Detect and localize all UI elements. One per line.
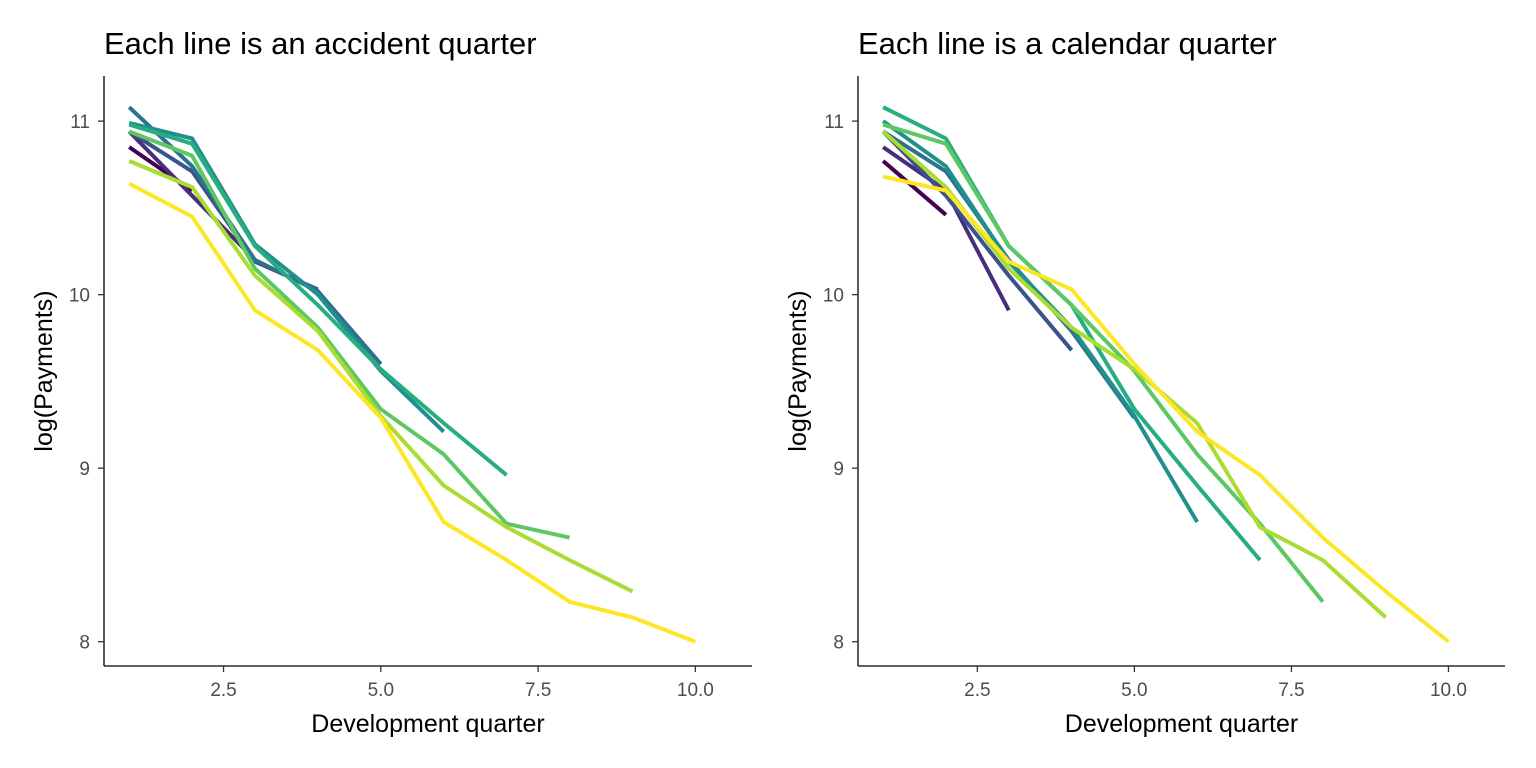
y-axis-title: log(Payments) xyxy=(784,290,812,451)
x-axis-title: Development quarter xyxy=(1065,710,1298,738)
series-line xyxy=(882,174,1450,644)
series-line xyxy=(128,181,697,644)
y-tick-label: 10 xyxy=(69,286,90,307)
series-line xyxy=(128,122,508,477)
x-tick-label: 10.0 xyxy=(1430,680,1467,701)
series-line xyxy=(128,120,446,434)
line-chart-calendar: 2.5 5.0 7.5 10.0 8 9 10 11 Development quarter lo… xyxy=(784,76,1505,738)
chart-title: Each line is a calendar quarter xyxy=(858,26,1277,61)
series-line xyxy=(127,130,257,262)
y-tick-label: 10 xyxy=(823,286,844,307)
y-tick-label: 11 xyxy=(824,112,844,133)
x-tick-label: 7.5 xyxy=(1278,680,1304,701)
y-axis-title: log(Payments) xyxy=(30,290,58,451)
series-line xyxy=(128,159,634,594)
x-tick-label: 5.0 xyxy=(1121,680,1147,701)
x-tick-label: 10.0 xyxy=(677,680,714,701)
x-tick-label: 7.5 xyxy=(525,680,551,701)
x-tick-label: 2.5 xyxy=(964,680,990,701)
series-line xyxy=(881,159,948,217)
series-line xyxy=(881,130,1074,352)
x-tick-label: 2.5 xyxy=(210,680,236,701)
series-line xyxy=(881,119,1199,524)
y-tick-label: 8 xyxy=(79,633,90,654)
chart-title: Each line is an accident quarter xyxy=(104,26,537,61)
y-tick-label: 11 xyxy=(70,112,90,133)
chart-panel-accident: Each line is an accident quarter 2.5 5.0 7… xyxy=(30,26,752,738)
x-tick-label: 5.0 xyxy=(368,680,394,701)
y-tick-label: 9 xyxy=(833,459,844,480)
series-line xyxy=(128,129,571,540)
x-axis-title: Development quarter xyxy=(311,710,544,738)
chart-panel-calendar: Each line is a calendar quarter 2.5 5.0 7.… xyxy=(768,0,1536,768)
y-tick-label: 9 xyxy=(79,459,90,480)
y-tick-label: 8 xyxy=(833,633,844,654)
line-chart-accident: 2.5 5.0 7.5 10.0 8 9 10 11 Development quarter lo… xyxy=(30,76,752,738)
